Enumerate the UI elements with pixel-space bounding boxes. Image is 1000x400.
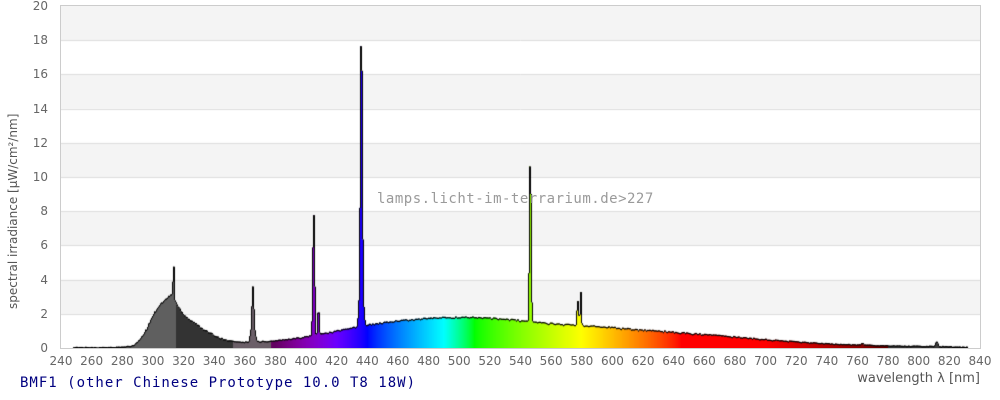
x-tick-label-520: 520 — [478, 354, 502, 368]
x-tick-label-340: 340 — [202, 354, 226, 368]
x-tick-label-240: 240 — [49, 354, 73, 368]
x-tick-label-840: 840 — [968, 354, 992, 368]
x-tick-label-380: 380 — [263, 354, 287, 368]
x-tick-label-300: 300 — [141, 354, 165, 368]
x-tick-label-780: 780 — [876, 354, 900, 368]
x-tick-label-440: 440 — [355, 354, 379, 368]
x-tick-label-760: 760 — [846, 354, 869, 368]
plot-area: lamps.licht-im-terrarium.de>227 — [60, 5, 981, 349]
y-tick-label-8: 8 — [40, 204, 48, 219]
x-tick-label-820: 820 — [937, 354, 961, 368]
x-tick-label-600: 600 — [600, 354, 624, 368]
x-tick-label-460: 460 — [386, 354, 410, 368]
y-tick-label-6: 6 — [40, 238, 48, 253]
y-tick-label-0: 0 — [40, 341, 48, 355]
x-tick-label-700: 700 — [754, 354, 778, 368]
x-tick-label-740: 740 — [815, 354, 839, 368]
y-tick-label-14: 14 — [32, 101, 48, 116]
y-tick-label-4: 4 — [40, 272, 48, 287]
x-tick-label-620: 620 — [631, 354, 655, 368]
x-tick-label-640: 640 — [662, 354, 686, 368]
x-tick-label-720: 720 — [784, 354, 808, 368]
y-tick-label-12: 12 — [32, 135, 48, 150]
x-tick-label-400: 400 — [294, 354, 318, 368]
watermark: lamps.licht-im-terrarium.de>227 — [377, 191, 654, 207]
x-tick-label-280: 280 — [110, 354, 134, 368]
x-tick-label-580: 580 — [570, 354, 594, 368]
y-tick-label-2: 2 — [40, 306, 48, 321]
x-axis-title: wavelength λ [nm] — [857, 371, 980, 386]
x-tick-label-360: 360 — [233, 354, 257, 368]
x-tick-label-560: 560 — [539, 354, 563, 368]
spectrum-plot-canvas — [61, 6, 980, 348]
x-tick-label-480: 480 — [417, 354, 441, 368]
y-tick-label-18: 18 — [32, 33, 48, 48]
chart-title: BMF1 (other Chinese Prototype 10.0 T8 18… — [20, 375, 417, 391]
x-tick-label-260: 260 — [80, 354, 104, 368]
x-tick-label-680: 680 — [723, 354, 747, 368]
y-tick-label-20: 20 — [32, 0, 48, 13]
x-tick-label-660: 660 — [692, 354, 716, 368]
y-tick-label-16: 16 — [32, 67, 48, 82]
x-tick-label-800: 800 — [907, 354, 931, 368]
x-tick-label-500: 500 — [447, 354, 471, 368]
y-tick-label-10: 10 — [32, 170, 48, 184]
x-tick-label-540: 540 — [509, 354, 532, 368]
x-tick-label-420: 420 — [325, 354, 349, 368]
x-tick-label-320: 320 — [172, 354, 195, 368]
